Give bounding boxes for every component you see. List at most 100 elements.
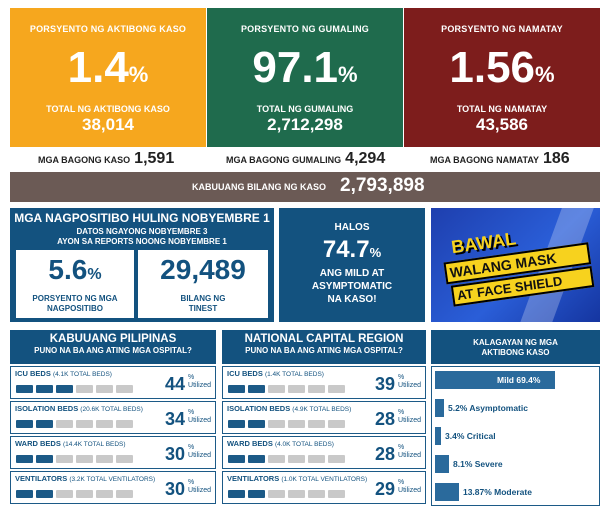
positivity-title: MGA NAGPOSITIBO HULING NOBYEMBRE 1: [14, 211, 270, 225]
bed-icon: [76, 490, 93, 498]
row-label: VENTILATORS (1.0K TOTAL VENTILATORS): [227, 474, 368, 483]
bed-icon: [36, 385, 53, 393]
new-cases-label: MGA BAGONG KASO: [38, 155, 131, 165]
active-cases-box: PORSYENTO NG AKTIBONG KASO 1.4% TOTAL NG…: [10, 8, 206, 147]
bed-icon: [288, 385, 305, 393]
row-label: ICU BEDS (4.1K TOTAL BEDS): [15, 369, 112, 378]
utilization-value: 28: [374, 444, 395, 464]
bed-icon: [16, 490, 33, 498]
utilization-unit: % Utilized: [398, 374, 421, 389]
severity-title2: AKTIBONG KASO: [481, 348, 550, 357]
active-total-label: TOTAL NG AKTIBONG KASO: [46, 104, 170, 114]
bed-icon: [288, 420, 305, 428]
ncr-subtitle: PUNO NA BA ANG ATING MGA OSPITAL?: [245, 346, 403, 355]
bed-icon: [116, 420, 133, 428]
ncr-header: NATIONAL CAPITAL REGION PUNO NA BA ANG A…: [222, 330, 426, 364]
bed-icon: [16, 455, 33, 463]
severity-bar: [435, 399, 444, 417]
bed-icon: [228, 455, 245, 463]
severity-bar: [435, 371, 555, 389]
utilization-value: 39: [374, 374, 395, 394]
severity-chart: [431, 366, 600, 506]
utilization-unit: % Utilized: [188, 409, 211, 424]
severity-label: Mild 69.4%: [497, 375, 541, 385]
tested-label2: TINEST: [188, 304, 218, 313]
total-cases-label: KABUUANG BILANG NG KASO: [192, 182, 326, 192]
mild-line3: ASYMPTOMATIC: [311, 281, 393, 292]
bed-icon: [308, 420, 325, 428]
banner-sign: BAWAL WALANG MASK AT FACE SHIELD: [440, 218, 600, 318]
mild-line1: HALOS: [334, 222, 370, 233]
bed-icon: [308, 490, 325, 498]
bed-icon: [328, 490, 345, 498]
bed-icon: [248, 490, 265, 498]
bed-icon: [328, 455, 345, 463]
bed-icon: [56, 385, 73, 393]
active-percent-label: PORSYENTO NG AKTIBONG KASO: [29, 24, 187, 34]
bed-icon: [268, 490, 285, 498]
recovered-percent-value: 97.1%: [252, 43, 358, 92]
bed-icon: [16, 385, 33, 393]
row-label: WARD BEDS (14.4K TOTAL BEDS): [15, 439, 126, 448]
new-recovered: MGA BAGONG GUMALING 4,294: [226, 150, 385, 170]
recovered-total-value: 2,712,298: [267, 115, 343, 134]
bed-icon: [228, 420, 245, 428]
bed-icon: [96, 420, 113, 428]
severity-label: 13.87% Moderate: [462, 487, 532, 497]
bed-icon: [328, 385, 345, 393]
bed-icon: [116, 385, 133, 393]
tested-value: 29,489: [160, 254, 246, 285]
bed-icon: [308, 385, 325, 393]
positivity-rate-box: 5.6% PORSYENTO NG MGA NAGPOSITIBO: [16, 250, 134, 318]
positivity-subtitle2: AYON SA REPORTS NOONG NOBYEMBRE 1: [57, 237, 227, 246]
bed-icon: [116, 455, 133, 463]
ncr-row-0: ICU BEDS (1.4K TOTAL BEDS) 39% Utilized: [222, 366, 426, 399]
deaths-total-label: TOTAL NG NAMATAY: [456, 104, 548, 114]
new-deaths: MGA BAGONG NAMATAY 186: [430, 150, 570, 170]
bed-icon: [36, 490, 53, 498]
mild-percent: 74.7%: [322, 236, 382, 263]
utilization-value: 44: [164, 374, 185, 394]
bed-icon: [248, 455, 265, 463]
severity-label: 5.2% Asymptomatic: [447, 403, 528, 413]
bed-icon: [56, 455, 73, 463]
ncr-row-1: ISOLATION BEDS (4.9K TOTAL BEDS) 28% Utili…: [222, 401, 426, 434]
row-label: WARD BEDS (4.0K TOTAL BEDS): [227, 439, 334, 448]
positivity-rate-value: 5.6%: [48, 254, 102, 285]
bed-icon: [56, 420, 73, 428]
bed-icon: [328, 420, 345, 428]
tested-box: 29,489 BILANG NG TINEST: [138, 250, 268, 318]
positivity-panel: MGA NAGPOSITIBO HULING NOBYEMBRE 1 DATOS…: [10, 208, 274, 322]
bed-icon: [248, 420, 265, 428]
utilization-value: 30: [164, 444, 185, 464]
tested-label1: BILANG NG: [180, 294, 226, 303]
philippines-row-3: VENTILATORS (3.2K TOTAL VENTILATORS) 30% U…: [10, 471, 216, 504]
bed-icon: [16, 420, 33, 428]
active-percent-value: 1.4%: [67, 43, 149, 92]
utilization-unit: % Utilized: [188, 444, 211, 459]
severity-bar: [435, 455, 449, 473]
new-deaths-value: 186: [543, 150, 570, 167]
utilization-unit: % Utilized: [398, 444, 421, 459]
deaths-percent-label: PORSYENTO NG NAMATAY: [441, 24, 563, 34]
philippines-row-0: ICU BEDS (4.1K TOTAL BEDS) 44% Utilized: [10, 366, 216, 399]
bed-icon: [116, 490, 133, 498]
recovered-total-label: TOTAL NG GUMALING: [256, 104, 354, 114]
positivity-subtitle1: DATOS NGAYONG NOBYEMBRE 3: [76, 227, 208, 236]
ncr-title: NATIONAL CAPITAL REGION: [244, 333, 404, 345]
utilization-unit: % Utilized: [188, 374, 211, 389]
philippines-header: KABUUANG PILIPINAS PUNO NA BA ANG ATING …: [10, 330, 216, 364]
bed-icon: [36, 455, 53, 463]
mild-line4: NA KASO!: [327, 294, 377, 305]
utilization-value: 34: [164, 409, 185, 429]
recovered-box: PORSYENTO NG GUMALING 97.1% TOTAL NG GUM…: [207, 8, 403, 147]
bed-icon: [248, 385, 265, 393]
bed-icon: [36, 420, 53, 428]
mask-banner: BAWAL WALANG MASK AT FACE SHIELD: [431, 208, 600, 322]
deaths-percent-value: 1.56%: [449, 43, 555, 92]
utilization-value: 28: [374, 409, 395, 429]
bed-icon: [228, 490, 245, 498]
severity-bar: [435, 483, 459, 501]
new-recovered-value: 4,294: [345, 150, 386, 167]
utilization-value: 30: [164, 479, 185, 499]
